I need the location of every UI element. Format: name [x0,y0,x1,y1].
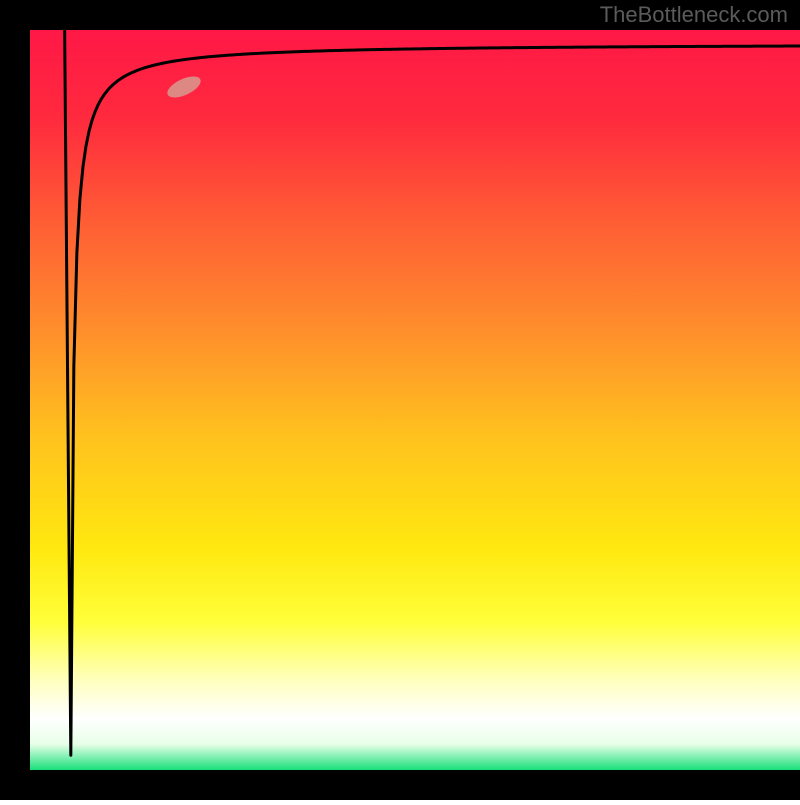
bottleneck-chart [0,0,800,805]
plot-gradient [30,30,800,770]
watermark-label: TheBottleneck.com [600,2,788,28]
chart-svg [0,0,800,800]
